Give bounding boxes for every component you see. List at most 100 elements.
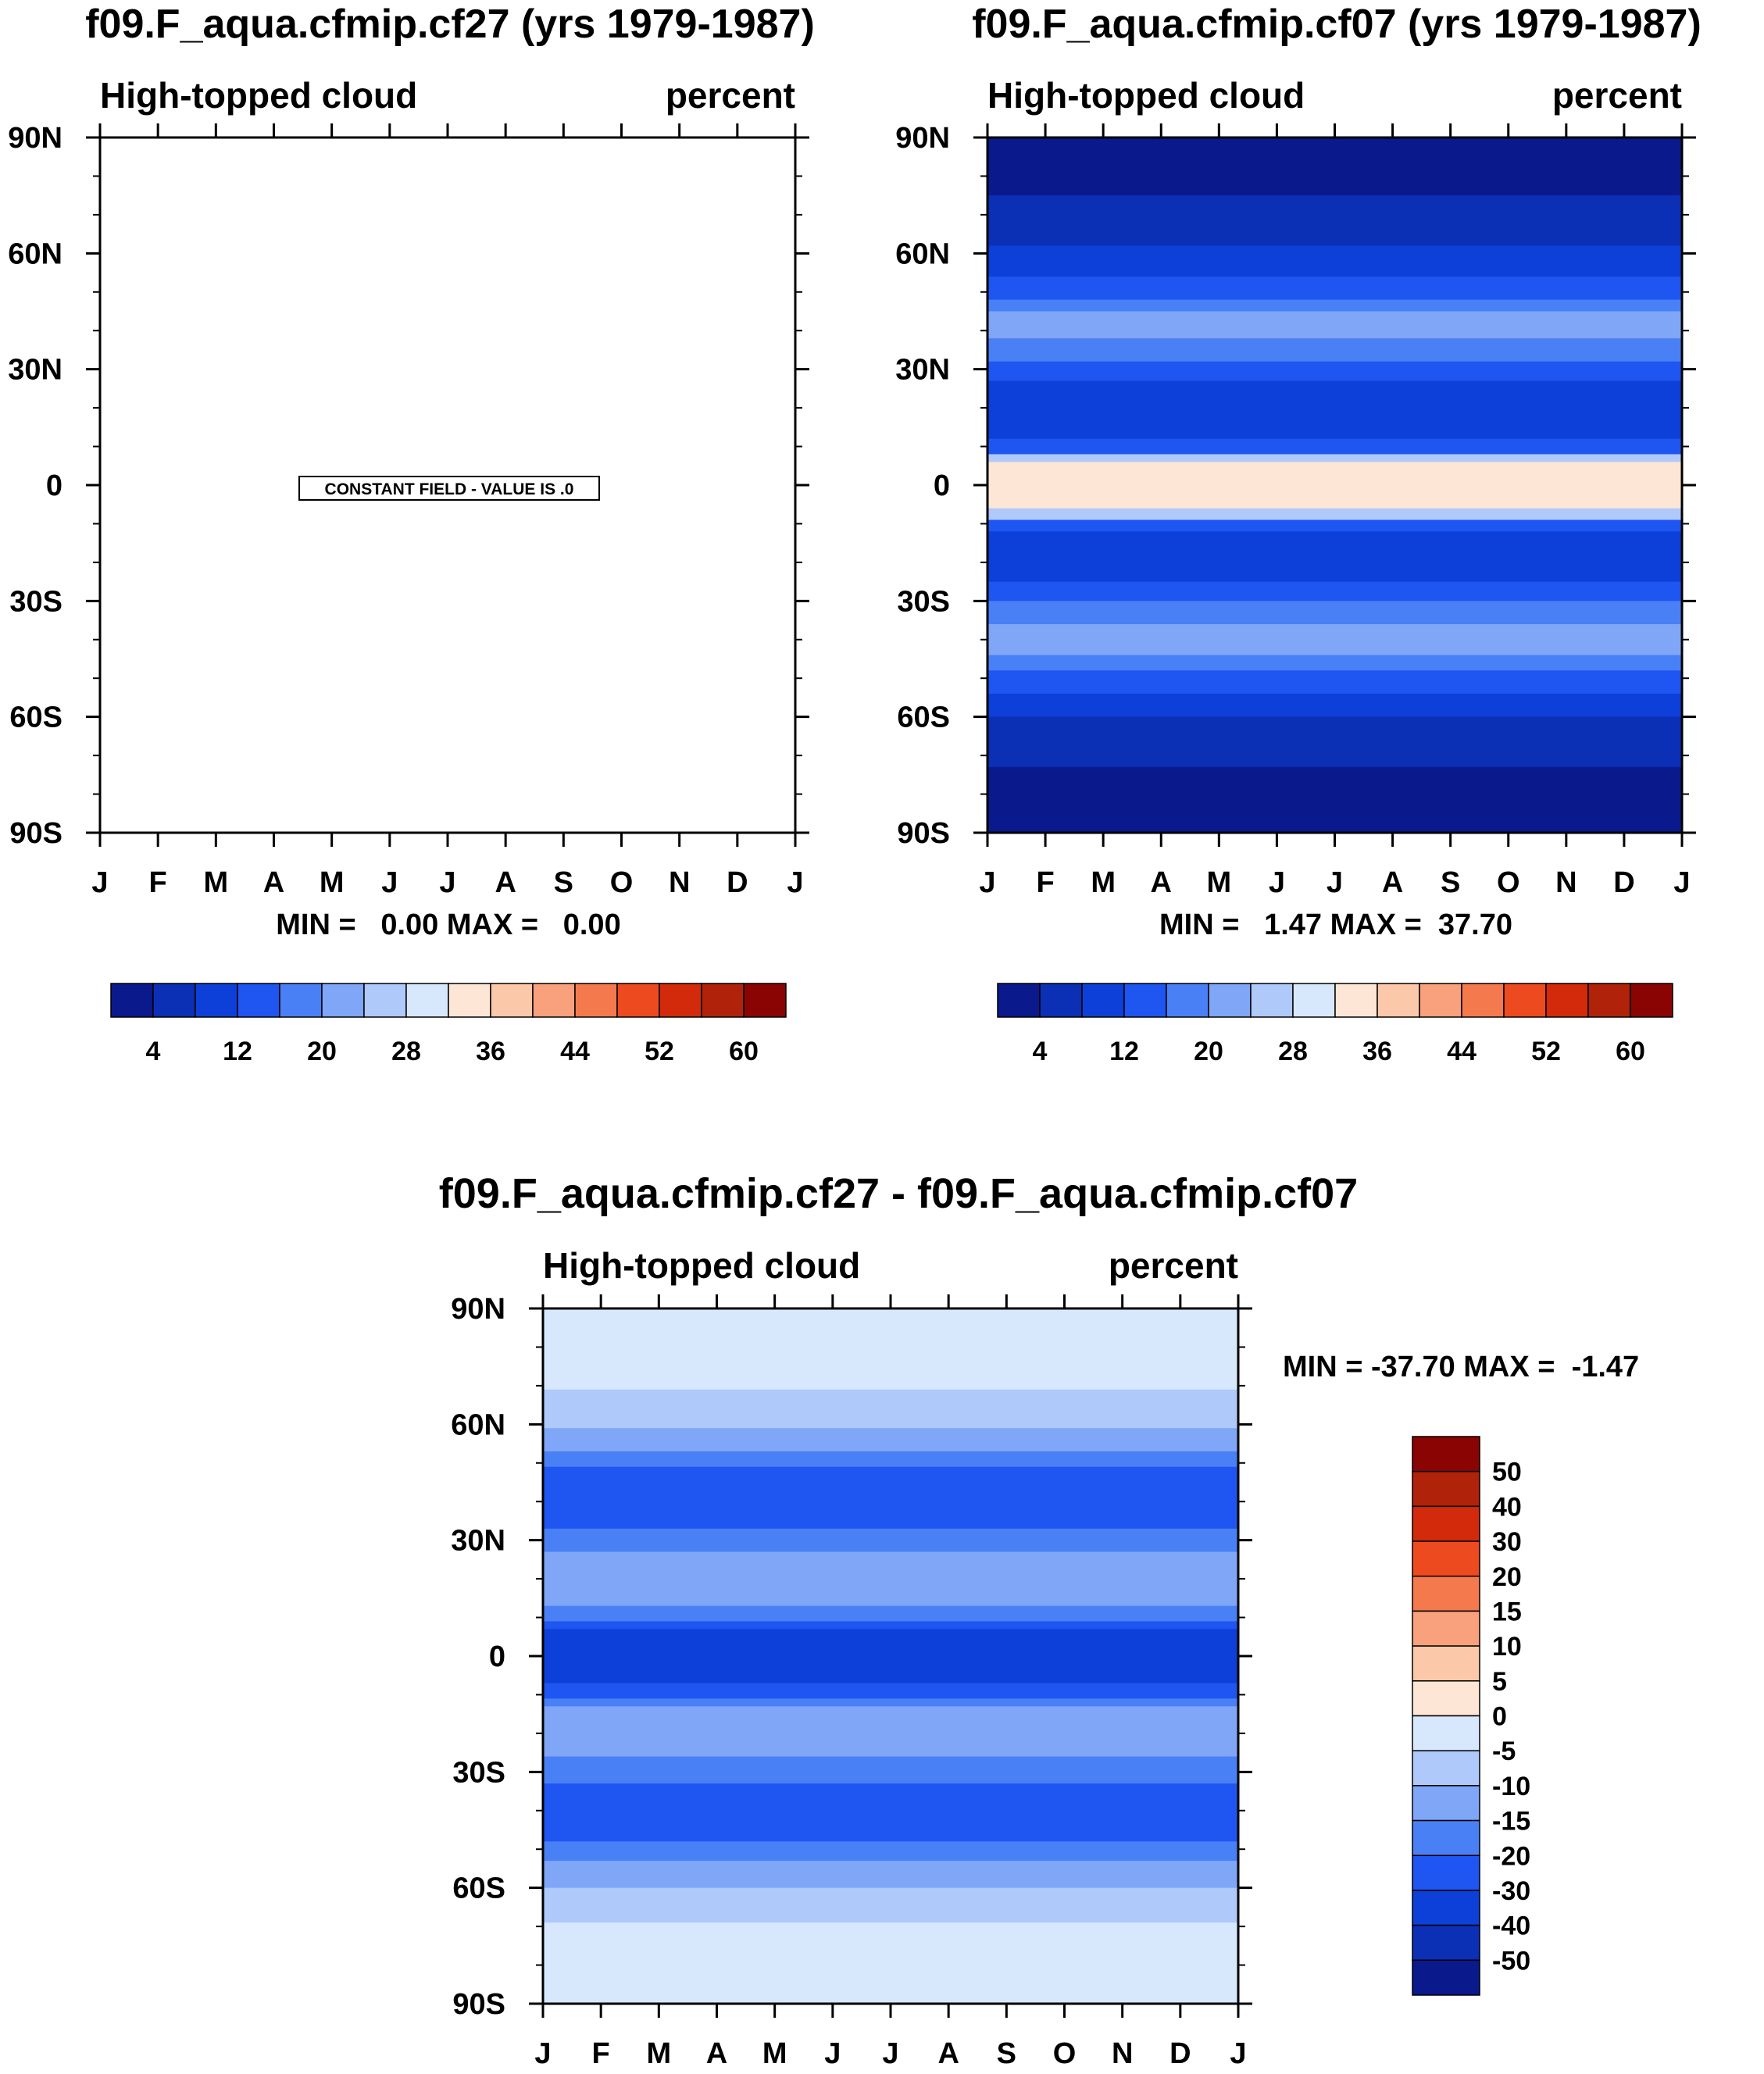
contour-band <box>987 581 1682 601</box>
colorbar-tick-label: 12 <box>223 1037 252 1066</box>
colorbar-box <box>1412 1680 1480 1717</box>
contour-band <box>987 454 1682 462</box>
x-tick-label: S <box>997 2037 1016 2070</box>
colorbar-box <box>1412 1645 1480 1682</box>
contour-band <box>543 1706 1238 1758</box>
y-tick-label: 60N <box>8 237 62 270</box>
y-tick-label: 90S <box>897 817 950 850</box>
contour-band <box>987 380 1682 440</box>
y-tick-label: 90S <box>452 1988 505 2021</box>
contour-band <box>987 361 1682 382</box>
colorbar-box <box>1412 1750 1480 1787</box>
panel-2-ticks <box>973 123 1696 847</box>
colorbar-box <box>405 983 449 1018</box>
panel-1-y-tick-labels: 90N 60N 30N 0 30S 60S 90S <box>8 122 62 850</box>
y-tick-label: 90N <box>451 1293 505 1326</box>
panel-3-contour-bands <box>543 1308 1238 2004</box>
contour-band <box>543 1466 1238 1530</box>
x-tick-label: J <box>1269 866 1285 899</box>
x-tick-label: J <box>439 866 455 899</box>
y-tick-label: 90N <box>8 122 62 155</box>
colorbar-tick-label: 5 <box>1492 1667 1507 1697</box>
y-tick-label: 60S <box>452 1872 505 1905</box>
x-tick-label: J <box>534 2037 551 2070</box>
colorbar-box <box>363 983 407 1018</box>
colorbar-tick-label: -30 <box>1492 1876 1530 1906</box>
colorbar-box <box>1412 1436 1480 1473</box>
contour-band <box>543 1308 1238 1390</box>
colorbar-tick-label: 12 <box>1109 1037 1139 1066</box>
panel-2-right-string: percent <box>1552 75 1682 116</box>
colorbar-box <box>1334 983 1378 1018</box>
contour-band <box>543 1887 1238 1923</box>
colorbar-box <box>1412 1854 1480 1891</box>
colorbar-tick-label: 4 <box>146 1037 161 1066</box>
colorbar-box <box>1377 983 1420 1018</box>
colorbar-box <box>490 983 534 1018</box>
colorbar-tick-label: -40 <box>1492 1912 1530 1941</box>
colorbar-tick-label: 50 <box>1492 1458 1522 1487</box>
contour-band <box>987 195 1682 247</box>
contour-band <box>543 1756 1238 1784</box>
colorbar-tick-label: 20 <box>1194 1037 1223 1066</box>
colorbar-box <box>1587 983 1631 1018</box>
colorbar-tick-label: 20 <box>307 1037 337 1066</box>
colorbar-box <box>1412 1576 1480 1612</box>
colorbar-box <box>1419 983 1462 1018</box>
x-tick-label: J <box>91 866 108 899</box>
y-tick-label: 90S <box>9 817 62 850</box>
y-tick-label: 30N <box>451 1525 505 1558</box>
panel-3-y-tick-labels: 90N 60N 30N 0 30S 60S 90S <box>451 1293 505 2021</box>
colorbar-box <box>1412 1715 1480 1751</box>
panel-2-left-string: High-topped cloud <box>987 75 1305 116</box>
colorbar-tick-label: 28 <box>1278 1037 1308 1066</box>
panel-3-stats: MIN = -37.70 MAX = -1.47 <box>1283 1351 1639 1383</box>
panel-2-y-tick-labels: 90N 60N 30N 0 30S 60S 90S <box>895 122 950 850</box>
colorbar-tick-label: 40 <box>1492 1492 1522 1522</box>
contour-band <box>543 1629 1238 1684</box>
panel-2-contour-bands <box>987 137 1682 834</box>
panel-1-frame <box>98 136 797 834</box>
contour-band <box>543 1841 1238 1862</box>
colorbar-box <box>1292 983 1336 1018</box>
panel-3-frame <box>541 1307 1240 2005</box>
y-tick-label: 60S <box>897 701 950 734</box>
y-tick-label: 0 <box>489 1640 505 1673</box>
x-tick-label: D <box>727 866 748 899</box>
contour-band <box>987 670 1682 694</box>
colorbar-tick-label: 60 <box>1616 1037 1645 1066</box>
colorbar-tick-label: -20 <box>1492 1841 1530 1871</box>
x-tick-label: M <box>1207 866 1232 899</box>
colorbar-tick-label: -10 <box>1492 1772 1530 1801</box>
colorbar-tick-label: 44 <box>560 1037 590 1066</box>
x-tick-label: J <box>979 866 995 899</box>
x-tick-label: M <box>762 2037 787 2070</box>
panel-1-ticks <box>86 123 809 847</box>
colorbar-box <box>279 983 323 1018</box>
y-tick-label: 60S <box>9 701 62 734</box>
colorbar-tick-label: 20 <box>1492 1562 1522 1592</box>
colorbar-tick-label: 28 <box>391 1037 421 1066</box>
y-tick-label: 60N <box>895 237 950 270</box>
colorbar-box <box>1412 1959 1480 1996</box>
panel-3: f09.F_aqua.cfmip.cf27 - f09.F_aqua.cfmip… <box>439 1170 1639 2070</box>
contour-band <box>987 462 1682 509</box>
panel-3-ticks <box>529 1294 1252 2018</box>
colorbar-box <box>237 983 280 1018</box>
colorbar-box <box>1412 1890 1480 1926</box>
y-tick-label: 30S <box>452 1756 505 1789</box>
colorbar-box <box>1412 1505 1480 1542</box>
colorbar-box <box>1545 983 1589 1018</box>
colorbar-box <box>110 983 154 1018</box>
contour-band <box>987 299 1682 312</box>
y-tick-label: 90N <box>895 122 950 155</box>
contour-band <box>543 1451 1238 1468</box>
y-tick-label: 60N <box>451 1408 505 1441</box>
contour-band <box>987 766 1682 834</box>
x-tick-label: O <box>1053 2037 1077 2070</box>
contour-band <box>987 519 1682 532</box>
